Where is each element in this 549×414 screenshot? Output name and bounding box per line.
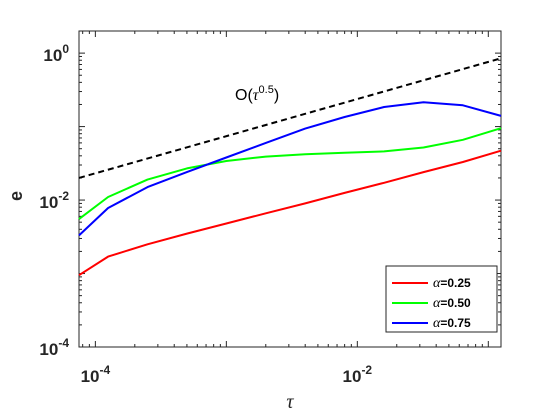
x-axis-label: τ <box>286 391 294 413</box>
reference-line-group <box>78 57 502 179</box>
series-line-3 <box>78 101 502 237</box>
series-line-2 <box>78 127 502 220</box>
legend-label-1: α=0.25 <box>433 276 471 291</box>
y-tick-label: 10-2 <box>39 189 69 212</box>
y-tick-label: 100 <box>43 42 69 65</box>
series-lines <box>78 101 502 277</box>
legend-box <box>385 265 498 333</box>
legend-label-2: α=0.50 <box>433 296 471 311</box>
reference-line <box>78 57 502 179</box>
series-line-1 <box>78 149 502 277</box>
x-tick-label: 10-4 <box>81 363 111 386</box>
legend-label-3: α=0.75 <box>433 316 471 331</box>
legend: α=0.25 α=0.50 α=0.75 <box>385 265 498 333</box>
axis-ticks: 10-4 10-2 10-4 10-2 100 <box>39 30 501 386</box>
x-tick-label: 10-2 <box>343 363 373 386</box>
y-axis-label: e <box>6 191 26 201</box>
y-tick-label: 10-4 <box>39 336 69 359</box>
reference-annotation: O(τ0.5) <box>235 84 279 104</box>
